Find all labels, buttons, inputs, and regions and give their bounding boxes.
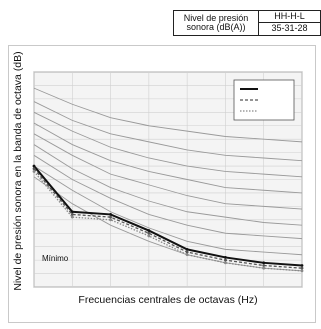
series-2-point (185, 250, 189, 254)
x-axis-label: Frecuencias centrales de octavas (Hz) (78, 294, 258, 306)
series-3-point (185, 253, 189, 257)
series-1-point (224, 256, 227, 259)
reference-curve-8 (33, 165, 303, 256)
series-1-point (300, 264, 304, 267)
spec-value-cell: 35-31-28 (258, 22, 321, 36)
reference-curve-5 (33, 133, 303, 210)
series-3-point (32, 170, 36, 173)
sound-pressure-spec-table: Nivel de presión sonora (dB(A)) HH-H-L 3… (172, 9, 321, 36)
series-1-point (185, 247, 189, 251)
series-2-point (70, 213, 74, 216)
series-1-point (109, 213, 112, 216)
series-3-point (262, 266, 266, 270)
series-2-point (300, 266, 304, 270)
series-2-point (109, 215, 112, 219)
reference-curve-9 (33, 176, 303, 272)
annotation-minimo: Mínimo (42, 254, 69, 263)
series-1-point (147, 229, 151, 232)
series-line-3 (33, 171, 303, 272)
series-2-point (32, 167, 36, 171)
series-1-point (70, 210, 74, 214)
series-1-point (32, 164, 36, 168)
series-3-point (109, 218, 112, 222)
reference-curve-4 (33, 122, 303, 194)
series-2-point (262, 264, 266, 267)
y-axis-label: Nivel de presión sonora en la banda de o… (12, 51, 24, 291)
spec-label-line1: Nivel de presión (183, 12, 249, 23)
reference-curve-7 (33, 154, 303, 240)
reference-curve-1 (33, 87, 303, 143)
series-2-point (224, 258, 227, 262)
reference-curve-6 (33, 144, 303, 226)
spec-label-line2: sonora (dB(A)) (186, 21, 246, 32)
series-3-point (147, 234, 151, 238)
reference-curve-2 (33, 101, 303, 162)
spec-label-cell: Nivel de presión sonora (dB(A)) (172, 10, 260, 36)
series-2-point (147, 231, 151, 235)
reference-curve-3 (33, 111, 303, 178)
chart-frame (8, 45, 316, 323)
series-3-point (70, 215, 74, 219)
legend-box (233, 79, 295, 121)
series-3-point (300, 269, 304, 273)
series-line-1 (33, 165, 303, 267)
series-3-point (224, 261, 227, 265)
series-1-point (262, 261, 266, 265)
series-line-2 (33, 168, 303, 269)
